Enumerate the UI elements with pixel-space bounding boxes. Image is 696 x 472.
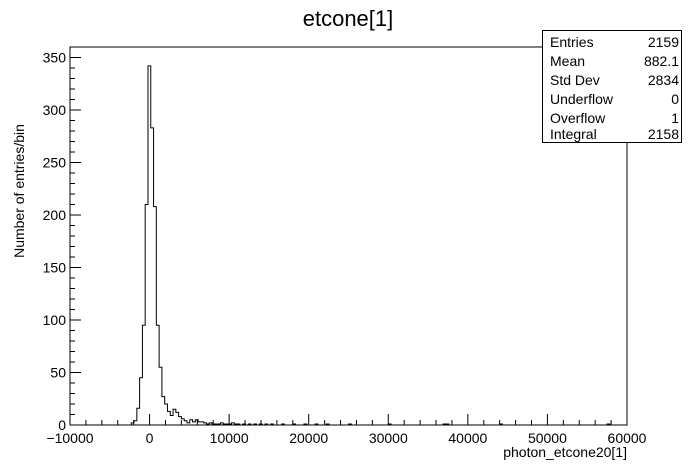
stats-label: Overflow (550, 110, 606, 126)
x-tick-label: 0 (146, 430, 154, 446)
y-tick-label: 50 (50, 365, 66, 381)
y-axis-label: Number of entries/bin (11, 124, 27, 258)
stats-row-underflow: Underflow 0 (543, 91, 683, 109)
stats-row-overflow: Overflow 1 (543, 110, 683, 128)
histogram-bins (131, 66, 610, 425)
stats-label: Mean (550, 53, 586, 69)
stats-row-integral: Integral 2158 (543, 126, 683, 144)
x-tick-label: 60000 (608, 430, 647, 446)
stats-row-std-dev: Std Dev 2834 (543, 72, 683, 90)
histogram-bin (170, 416, 173, 425)
x-tick-label: 50000 (528, 430, 567, 446)
y-tick-label: 350 (43, 50, 67, 66)
stats-value: 1 (671, 110, 679, 126)
x-tick-label: −10000 (46, 430, 93, 446)
stats-label: Std Dev (550, 72, 600, 88)
stats-value: 2158 (647, 126, 679, 142)
y-tick-label: 300 (43, 102, 67, 118)
stats-label: Entries (550, 34, 594, 50)
y-tick-label: 100 (43, 312, 67, 328)
axis-tick-labels: −10000 0 10000 20000 30000 40000 50000 60000050… (43, 50, 647, 447)
stats-row-mean: Mean 882.1 (543, 53, 683, 71)
histogram-outline (130, 65, 611, 425)
y-tick-label: 150 (43, 260, 67, 276)
x-tick-label: 40000 (448, 430, 487, 446)
stats-value: 2159 (647, 34, 679, 50)
stats-box: Entries 2159 Mean 882.1 Std Dev 2834 Und… (542, 30, 682, 143)
stats-label: Underflow (550, 91, 614, 107)
stats-label: Integral (550, 126, 597, 142)
y-tick-label: 250 (43, 155, 67, 171)
x-tick-label: 10000 (210, 430, 249, 446)
x-tick-label: 30000 (369, 430, 408, 446)
stats-value: 2834 (647, 72, 679, 88)
stats-value: 0 (671, 91, 679, 107)
y-tick-label: 0 (58, 417, 66, 433)
x-tick-label: 20000 (289, 430, 328, 446)
stats-value: 882.1 (643, 53, 679, 69)
x-axis-label: photon_etcone20[1] (503, 444, 627, 460)
chart-title: etcone[1] (303, 6, 394, 31)
y-tick-label: 200 (43, 207, 67, 223)
axis-ticks (69, 46, 628, 426)
stats-row-entries: Entries 2159 (543, 34, 683, 52)
